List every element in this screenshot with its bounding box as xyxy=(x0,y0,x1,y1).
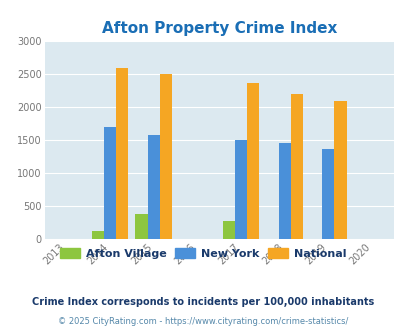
Bar xyxy=(135,214,147,239)
Bar xyxy=(222,221,234,239)
Bar xyxy=(334,101,346,239)
Bar xyxy=(116,68,128,239)
Bar xyxy=(278,143,290,239)
Bar xyxy=(290,94,302,239)
Text: © 2025 CityRating.com - https://www.cityrating.com/crime-statistics/: © 2025 CityRating.com - https://www.city… xyxy=(58,317,347,326)
Bar xyxy=(92,231,104,239)
Bar xyxy=(147,135,160,239)
Bar xyxy=(247,83,259,239)
Bar xyxy=(160,74,172,239)
Bar xyxy=(104,127,116,239)
Text: Crime Index corresponds to incidents per 100,000 inhabitants: Crime Index corresponds to incidents per… xyxy=(32,297,373,307)
Bar xyxy=(234,140,247,239)
Bar xyxy=(322,149,334,239)
Title: Afton Property Crime Index: Afton Property Crime Index xyxy=(101,21,336,36)
Legend: Afton Village, New York, National: Afton Village, New York, National xyxy=(55,244,350,263)
